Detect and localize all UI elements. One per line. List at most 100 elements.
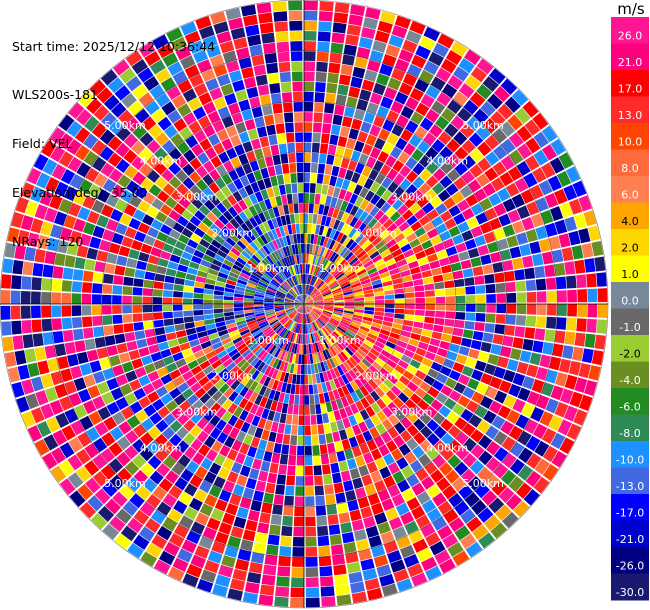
ppi-bin <box>524 119 541 136</box>
ppi-bin <box>69 174 84 189</box>
ppi-bin <box>467 247 480 259</box>
ppi-bin <box>324 216 332 227</box>
ppi-bin <box>84 443 100 459</box>
ppi-bin <box>557 304 567 317</box>
ppi-bin <box>352 66 366 79</box>
ppi-bin <box>300 233 304 244</box>
ppi-bin <box>304 296 311 304</box>
ppi-bin <box>213 21 229 35</box>
ppi-bin <box>316 515 328 526</box>
ppi-bin <box>287 373 293 384</box>
ppi-bin <box>176 426 189 440</box>
ppi-bin <box>296 297 304 304</box>
ppi-bin <box>299 295 304 304</box>
ppi-bin <box>293 404 299 415</box>
ppi-bin <box>202 254 214 263</box>
ppi-bin <box>500 78 518 95</box>
ppi-bin <box>404 520 419 535</box>
ppi-bin <box>228 169 239 182</box>
ppi-bin <box>336 221 345 232</box>
ppi-bin <box>541 144 558 161</box>
ppi-bin <box>502 259 514 272</box>
ppi-bin <box>21 320 32 334</box>
ppi-bin <box>486 293 496 303</box>
ppi-bin <box>179 515 194 530</box>
ppi-bin <box>287 142 296 153</box>
ppi-bin <box>286 308 295 313</box>
ppi-bin <box>150 247 162 258</box>
colorbar-segment <box>611 202 649 230</box>
ppi-bin <box>556 317 567 330</box>
ppi-bin <box>197 330 208 339</box>
ppi-bin <box>82 222 96 236</box>
ppi-bin <box>320 361 326 372</box>
ppi-bin <box>333 219 341 230</box>
ppi-bin <box>430 361 443 372</box>
ppi-bin <box>564 374 578 390</box>
ppi-bin <box>526 364 539 378</box>
ppi-bin <box>215 321 226 328</box>
ppi-bin <box>305 516 316 527</box>
ppi-bin <box>290 276 296 286</box>
ppi-bin <box>196 417 209 430</box>
ppi-bin <box>139 132 154 147</box>
ppi-bin <box>274 305 284 308</box>
ppi-bin <box>355 233 365 244</box>
ppi-bin <box>345 426 355 439</box>
ppi-bin <box>354 196 364 208</box>
ppi-bin <box>323 294 333 299</box>
ppi-bin <box>238 199 248 211</box>
ppi-bin <box>217 467 230 480</box>
ppi-bin <box>425 304 436 311</box>
ppi-bin <box>238 57 252 70</box>
ppi-bin <box>508 383 522 398</box>
ppi-bin <box>334 305 344 308</box>
ppi-bin <box>229 493 242 506</box>
ppi-bin <box>230 267 241 276</box>
ppi-bin <box>322 237 329 248</box>
ppi-bin <box>285 183 292 194</box>
ppi-bin <box>230 156 242 169</box>
ppi-bin <box>432 42 450 58</box>
ppi-bin <box>262 245 271 255</box>
ppi-bin <box>11 275 22 290</box>
ppi-bin <box>358 361 369 371</box>
ppi-bin <box>259 22 274 34</box>
ppi-bin <box>314 300 324 303</box>
ppi-bin <box>452 234 464 245</box>
ppi-bin <box>239 272 250 280</box>
ppi-bin <box>346 254 356 264</box>
ppi-bin <box>309 193 315 204</box>
ppi-bin <box>225 503 239 516</box>
ppi-bin <box>142 383 155 395</box>
ppi-bin <box>298 254 302 264</box>
ppi-bin <box>160 348 172 359</box>
ppi-bin <box>133 509 150 525</box>
ppi-bin <box>176 183 189 196</box>
ppi-bin <box>233 37 248 50</box>
ppi-bin <box>304 298 312 304</box>
ppi-bin <box>531 213 544 228</box>
ppi-bin <box>275 402 283 413</box>
ppi-bin <box>269 462 279 474</box>
ppi-bin <box>249 277 259 284</box>
ppi-bin <box>194 488 208 503</box>
ppi-bin <box>258 200 268 212</box>
ppi-bin <box>153 319 164 328</box>
ppi-bin <box>304 203 309 213</box>
ppi-bin <box>64 255 76 268</box>
ppi-bin <box>278 259 286 269</box>
ppi-bin <box>310 311 317 320</box>
ppi-bin <box>493 446 509 462</box>
ppi-bin <box>327 278 337 286</box>
ppi-bin <box>568 198 583 215</box>
ppi-bin <box>348 14 364 27</box>
ppi-bin <box>316 414 323 425</box>
ppi-bin <box>535 316 547 328</box>
ppi-bin <box>162 426 176 440</box>
ppi-bin <box>339 126 350 138</box>
ppi-bin <box>253 304 264 307</box>
ppi-bin <box>304 300 314 304</box>
ppi-bin <box>217 73 231 87</box>
ppi-bin <box>394 216 406 227</box>
